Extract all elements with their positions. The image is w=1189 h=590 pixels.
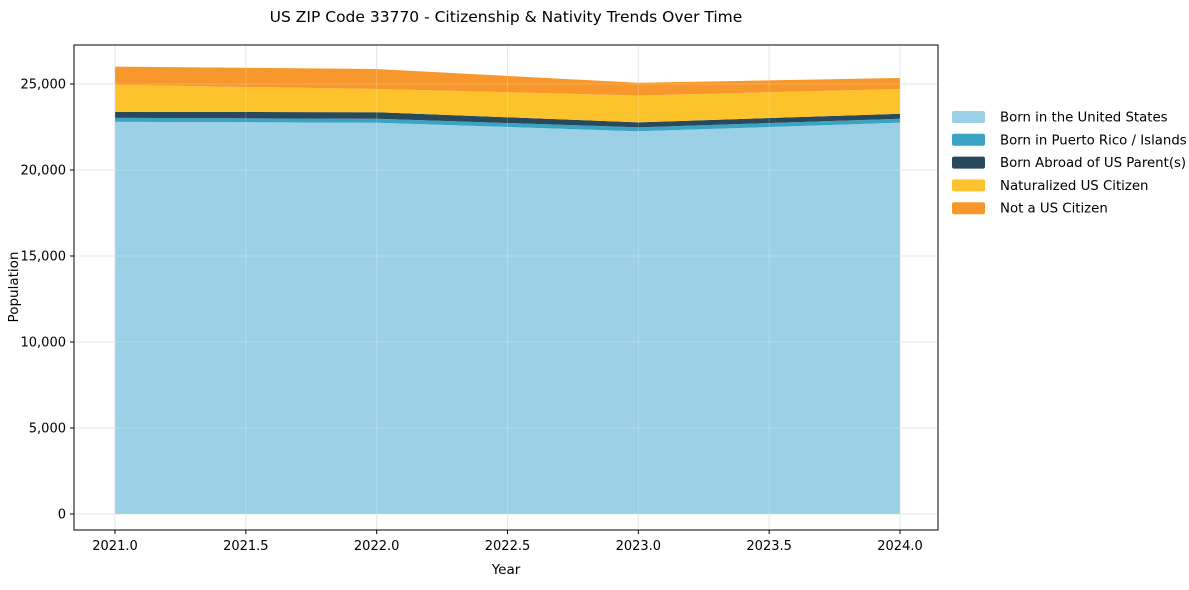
legend-item-born-in-puerto-rico-islands: Born in Puerto Rico / Islands bbox=[952, 133, 1187, 148]
area-born-in-the-united-states bbox=[115, 121, 900, 514]
x-tick-label: 2024.0 bbox=[877, 539, 923, 554]
x-tick-label: 2023.0 bbox=[616, 539, 662, 554]
chart-title: US ZIP Code 33770 - Citizenship & Nativi… bbox=[270, 8, 743, 26]
legend-item-not-a-us-citizen: Not a US Citizen bbox=[952, 202, 1108, 217]
axis-ticks bbox=[70, 83, 901, 534]
legend-label: Born Abroad of US Parent(s) bbox=[1000, 156, 1186, 171]
legend: Born in the United States Born in Puerto … bbox=[952, 111, 1187, 217]
x-tick-label: 2021.5 bbox=[223, 539, 269, 554]
legend-label: Born in Puerto Rico / Islands bbox=[1000, 133, 1187, 148]
y-tick-label: 25,000 bbox=[21, 78, 67, 93]
x-tick-label: 2021.0 bbox=[92, 539, 138, 554]
y-tick-label: 0 bbox=[58, 508, 66, 523]
legend-label: Naturalized US Citizen bbox=[1000, 179, 1148, 194]
legend-item-naturalized-us-citizen: Naturalized US Citizen bbox=[952, 179, 1148, 194]
legend-swatch bbox=[952, 111, 985, 123]
x-axis-label: Year bbox=[491, 562, 521, 578]
legend-item-born-in-the-united-states: Born in the United States bbox=[952, 111, 1168, 126]
area-born-abroad-of-us-parent-s bbox=[115, 111, 900, 128]
x-tick-label: 2022.0 bbox=[354, 539, 400, 554]
gridlines-overlay bbox=[74, 45, 938, 530]
legend-swatch bbox=[952, 133, 985, 146]
tick-labels: 0 5,000 10,000 15,000 20,000 25,000 2021.0 2021… bbox=[21, 78, 923, 555]
legend-item-born-abroad-of-us-parent-s: Born Abroad of US Parent(s) bbox=[952, 156, 1186, 171]
x-tick-label: 2023.5 bbox=[746, 539, 792, 554]
legend-swatch bbox=[952, 202, 985, 215]
area-not-a-us-citizen bbox=[115, 66, 900, 96]
legend-swatch bbox=[952, 156, 985, 169]
area-series-group bbox=[115, 66, 900, 514]
area-born-in-puerto-rico-islands bbox=[115, 117, 900, 132]
legend-swatch bbox=[952, 179, 985, 192]
legend-label: Not a US Citizen bbox=[1000, 202, 1108, 217]
y-axis-label: Population bbox=[6, 252, 22, 323]
y-tick-label: 10,000 bbox=[21, 336, 67, 351]
axes-frame bbox=[73, 44, 939, 531]
y-tick-label: 20,000 bbox=[21, 164, 67, 179]
x-tick-label: 2022.5 bbox=[485, 539, 531, 554]
y-tick-label: 5,000 bbox=[29, 422, 66, 437]
area-naturalized-us-citizen bbox=[115, 84, 900, 123]
legend-label: Born in the United States bbox=[1000, 111, 1168, 126]
y-tick-label: 15,000 bbox=[21, 250, 67, 265]
